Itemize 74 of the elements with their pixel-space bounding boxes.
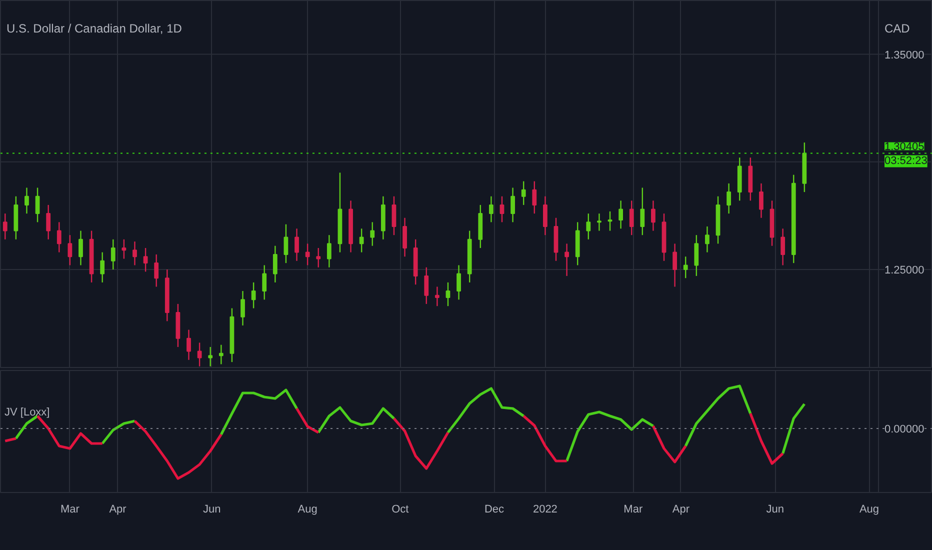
candlestick xyxy=(143,247,148,272)
candlestick xyxy=(392,196,396,236)
candlestick xyxy=(218,344,224,365)
x-tick-label: Aug xyxy=(298,504,318,516)
candlestick xyxy=(240,290,245,326)
x-tick-label: Jun xyxy=(766,504,784,516)
candlestick xyxy=(618,200,623,230)
candlestick xyxy=(532,180,537,214)
candlestick xyxy=(35,187,40,223)
candlestick xyxy=(294,228,299,262)
x-tick-label: Apr xyxy=(109,504,127,516)
candlestick xyxy=(110,238,116,270)
candlestick xyxy=(780,228,786,266)
candlestick xyxy=(2,212,8,240)
candlestick xyxy=(446,282,450,307)
candlestick xyxy=(640,187,645,236)
candlestick xyxy=(56,222,62,253)
candlestick xyxy=(154,254,159,288)
candlestick xyxy=(488,196,494,223)
x-tick-label: Apr xyxy=(672,504,690,516)
candlestick xyxy=(500,196,504,223)
candlestick xyxy=(208,346,213,367)
candlestick xyxy=(694,234,699,277)
y-tick-label: 1.25000 xyxy=(884,264,924,277)
candlestick xyxy=(434,286,440,307)
candlestick xyxy=(424,266,429,305)
candlestick xyxy=(251,282,256,309)
x-tick-label: Dec xyxy=(484,504,505,516)
candlestick xyxy=(586,212,591,240)
candlestick xyxy=(705,226,710,253)
candlestick xyxy=(359,228,364,253)
candlestick xyxy=(510,187,515,223)
x-tick-label: Mar xyxy=(60,504,80,516)
candlestick xyxy=(726,182,732,214)
candlestick xyxy=(272,245,278,284)
ref-line-label: 1.30405 xyxy=(884,141,924,154)
annotation: 03:52:23 xyxy=(884,155,928,168)
text: JV [Loxx] xyxy=(4,406,50,418)
candlestick xyxy=(305,243,310,266)
candlestick xyxy=(284,224,288,264)
candlestick xyxy=(316,247,321,268)
candlestick xyxy=(100,252,105,284)
candlestick xyxy=(608,210,612,232)
candlestick xyxy=(683,256,688,279)
candlestick xyxy=(402,217,407,258)
candlestick xyxy=(456,264,461,300)
x-tick-label: Mar xyxy=(624,504,643,516)
candlestick xyxy=(197,342,202,367)
text: U.S. Dollar / Canadian Dollar, 1D xyxy=(6,22,182,36)
candlestick xyxy=(672,243,678,288)
candlestick xyxy=(78,230,83,266)
candlestick xyxy=(46,204,51,240)
y-axis-title: CAD xyxy=(884,22,910,36)
candlestick xyxy=(629,200,634,236)
y-tick-label: 1.35000 xyxy=(884,49,924,62)
candlestick xyxy=(68,234,72,266)
candlestick xyxy=(262,264,267,300)
x-tick-label: Jun xyxy=(203,504,221,516)
candlestick xyxy=(521,180,526,206)
candlestick xyxy=(564,243,569,277)
candlestick xyxy=(122,238,126,260)
ref-line-label: 0.00000 xyxy=(884,424,924,436)
candlestick xyxy=(24,187,29,214)
candlestick xyxy=(132,240,137,266)
x-tick-label: Aug xyxy=(859,504,880,516)
candlestick xyxy=(759,182,764,218)
candlestick xyxy=(370,222,375,246)
x-tick-label: Oct xyxy=(392,504,409,516)
candlestick xyxy=(651,200,656,232)
candlestick xyxy=(326,234,332,268)
candlestick xyxy=(543,196,548,236)
candlestick xyxy=(186,329,191,360)
x-tick-label: 2022 xyxy=(532,504,558,516)
candlestick xyxy=(597,212,602,232)
